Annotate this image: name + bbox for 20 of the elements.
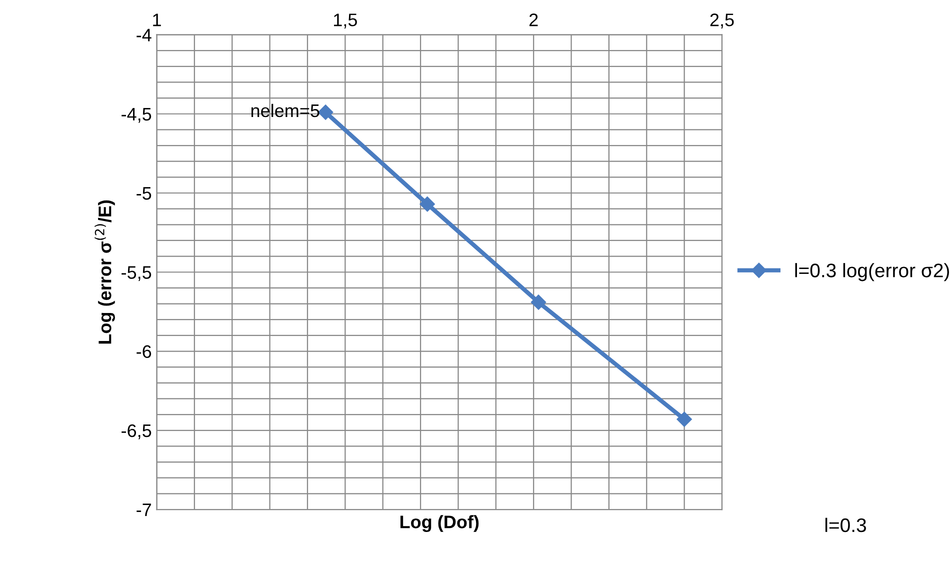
y-tick-label: -7 [136,504,151,516]
text: l=0.3 [825,518,866,532]
point [318,104,334,120]
x-tick-label: 1 [153,14,161,26]
point [676,412,692,427]
y-tick-label: -6,5 [122,424,152,440]
x-tick-label: 2 [529,14,538,26]
point [530,294,546,310]
y-axis-title: Log (error σ$^{(2)}$/E) [94,200,115,344]
annotation: nelem=5 [251,104,320,118]
point [420,196,435,212]
x-tick-label: 2,5 [710,14,734,28]
y-tick-label: -5 [136,187,152,200]
y-tick-label: -4 [136,28,152,42]
x-axis-title: Log (Dof) [400,515,479,532]
x-tick-label: 1,5 [334,14,357,28]
y-tick-label: -5,5 [122,266,152,281]
y-tick-label: -4,5 [122,108,152,123]
y-tick-label: -6 [136,345,152,358]
legend-label: l=0.3 log(error σ2) [795,263,950,282]
